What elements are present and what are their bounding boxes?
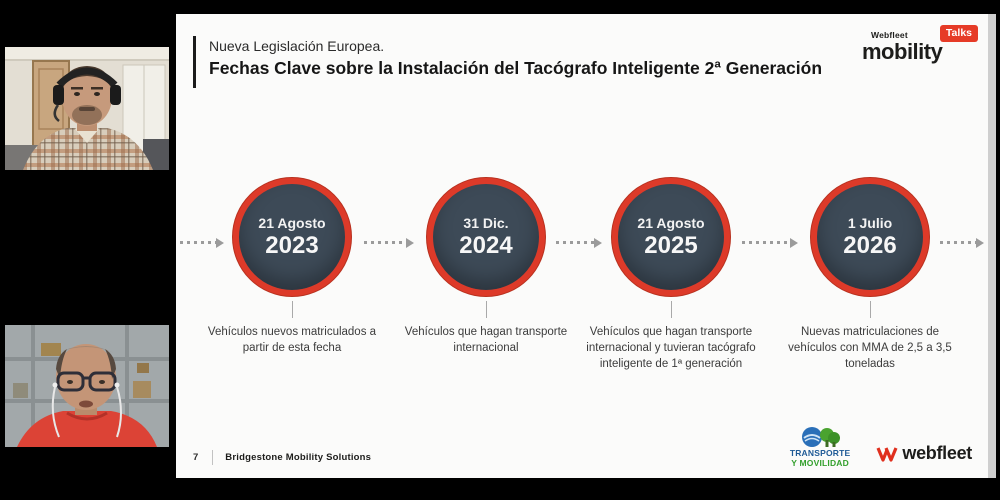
transporte-text: TRANSPORTE bbox=[789, 448, 851, 458]
timeline-circle: 1 Julio 2026 bbox=[811, 178, 929, 296]
webcam-video-top[interactable] bbox=[5, 47, 169, 170]
brand-webfleet-text: Webfleet bbox=[871, 30, 908, 40]
timeline-circle: 31 Dic. 2024 bbox=[427, 178, 545, 296]
milestone-description: Vehículos que hagan transporte internaci… bbox=[404, 326, 568, 355]
title-accent-bar bbox=[193, 36, 196, 88]
dashed-arrow-icon bbox=[364, 238, 414, 248]
slide-kicker: Nueva Legislación Europea. bbox=[209, 38, 385, 54]
connector-line bbox=[869, 301, 871, 318]
connector-line bbox=[291, 301, 293, 318]
connector-line bbox=[670, 301, 672, 318]
company-name: Bridgestone Mobility Solutions bbox=[225, 452, 372, 463]
milestone-year: 2025 bbox=[644, 231, 698, 259]
scrollbar[interactable] bbox=[988, 14, 996, 478]
milestone-description: Vehículos nuevos matriculados a partir d… bbox=[207, 326, 377, 355]
brand-mobility-text: mobility bbox=[862, 39, 943, 64]
dashed-arrow-icon bbox=[556, 238, 602, 248]
milestone-date: 31 Dic. bbox=[463, 214, 509, 231]
webfleet-w-icon bbox=[876, 446, 898, 462]
page-number: 7 bbox=[193, 452, 199, 463]
footer-logos: TRANSPORTE Y MOVILIDAD webfleet bbox=[790, 426, 972, 468]
webfleet-logo: webfleet bbox=[876, 443, 972, 468]
webfleet-mobility-talks-logo: Webfleet mobility Talks bbox=[862, 25, 978, 73]
milestone-date: 21 Agosto bbox=[637, 214, 705, 231]
milestone-description: Nuevas matriculaciones de vehículos con … bbox=[788, 326, 952, 371]
milestone-date: 21 Agosto bbox=[258, 214, 326, 231]
slide-title: Fechas Clave sobre la Instalación del Ta… bbox=[209, 58, 823, 78]
webcam-video-bottom[interactable] bbox=[5, 325, 169, 447]
connector-line bbox=[485, 301, 487, 318]
participant-top-illustration bbox=[5, 47, 169, 170]
timeline-circle: 21 Agosto 2023 bbox=[233, 178, 351, 296]
participant-bottom-illustration bbox=[5, 325, 169, 447]
talks-badge: Talks bbox=[939, 25, 978, 42]
movilidad-text: Y MOVILIDAD bbox=[791, 458, 849, 468]
milestone-description: Vehículos que hagan transporte internaci… bbox=[586, 326, 756, 371]
transporte-emblem-icon bbox=[802, 427, 841, 447]
timeline-milestone-2025: 21 Agosto 2025 Vehículos que hagan trans… bbox=[576, 178, 766, 372]
timeline-milestone-2026: 1 Julio 2026 Nuevas matriculaciones de v… bbox=[775, 178, 965, 372]
shared-slide: Nueva Legislación Europea. Fechas Clave … bbox=[176, 14, 988, 478]
transporte-movilidad-logo: TRANSPORTE Y MOVILIDAD bbox=[790, 426, 851, 468]
milestone-year: 2024 bbox=[459, 231, 513, 259]
timeline-milestone-2023: 21 Agosto 2023 Vehículos nuevos matricul… bbox=[197, 178, 387, 356]
timeline-circle: 21 Agosto 2025 bbox=[612, 178, 730, 296]
footer-divider bbox=[212, 450, 214, 465]
slide-footer: 7 Bridgestone Mobility Solutions bbox=[193, 450, 371, 465]
dashed-arrow-icon bbox=[742, 238, 798, 248]
milestone-year: 2023 bbox=[265, 231, 319, 259]
milestone-year: 2026 bbox=[843, 231, 897, 259]
dashed-arrow-icon bbox=[940, 238, 984, 248]
webfleet-wordmark: webfleet bbox=[902, 443, 972, 463]
milestone-date: 1 Julio bbox=[847, 214, 893, 231]
dashed-arrow-icon bbox=[180, 238, 224, 248]
slide-header: Nueva Legislación Europea. Fechas Clave … bbox=[193, 36, 822, 88]
timeline-milestone-2024: 31 Dic. 2024 Vehículos que hagan transpo… bbox=[391, 178, 581, 356]
